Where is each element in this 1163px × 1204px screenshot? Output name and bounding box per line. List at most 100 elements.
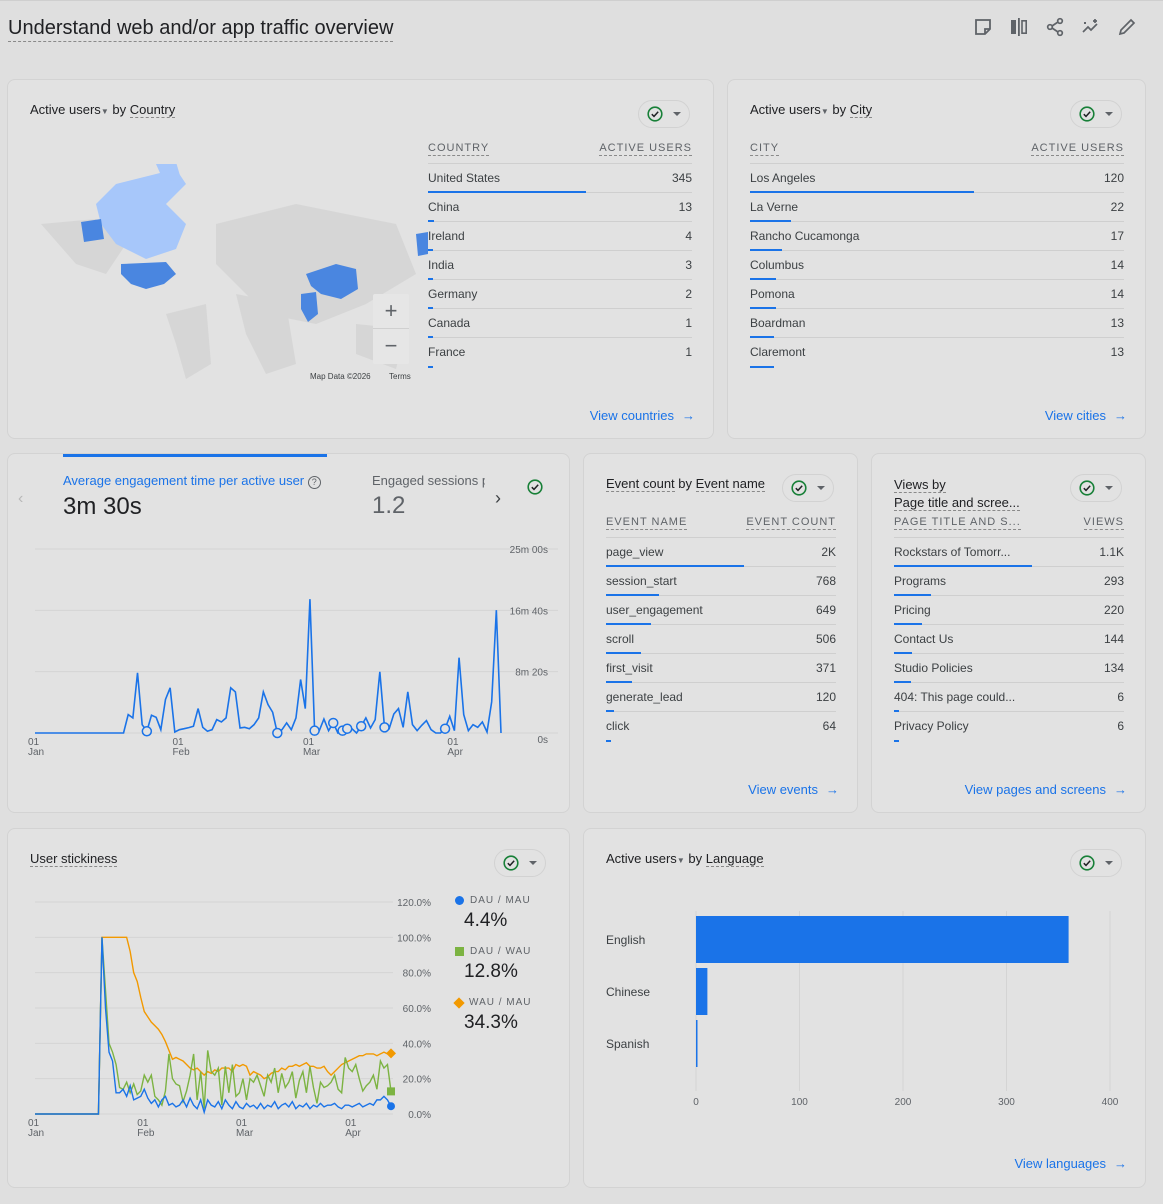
dimension-label[interactable]: Language — [705, 851, 764, 867]
column-header[interactable]: CITY — [750, 142, 780, 156]
dimension-label[interactable]: Page title and scree... — [894, 495, 1020, 511]
table-row[interactable]: France 1 — [428, 338, 692, 368]
zoom-out-button[interactable]: − — [384, 333, 398, 358]
x-tick-label: 0 — [693, 1097, 699, 1108]
table-row[interactable]: 404: This page could... 6 — [894, 683, 1124, 712]
legend-item[interactable]: DAU / WAU 12.8% — [455, 946, 532, 983]
dimension-label[interactable]: Event name — [695, 476, 766, 492]
row-value: 17 — [1110, 229, 1124, 243]
compare-dropdown[interactable] — [494, 849, 546, 877]
table-row[interactable]: session_start 768 — [606, 567, 836, 596]
table-row[interactable]: user_engagement 649 — [606, 596, 836, 625]
metric-selector[interactable]: Active users — [606, 851, 677, 866]
column-header[interactable]: ACTIVE USERS — [1031, 142, 1124, 156]
dropdown-caret-icon[interactable]: ▼ — [820, 107, 829, 116]
table-row[interactable]: La Verne 22 — [750, 193, 1124, 222]
compare-icon[interactable] — [1009, 17, 1029, 37]
compare-dropdown[interactable] — [638, 100, 690, 128]
language-chart: 0 100 200 300 400 English Chinese Spanish — [606, 911, 1119, 1108]
table-row[interactable]: Privacy Policy 6 — [894, 712, 1124, 742]
page-title[interactable]: Understand web and/or app traffic overvi… — [8, 17, 394, 42]
y-tick-label: 120.0% — [397, 898, 431, 909]
column-header[interactable]: VIEWS — [1083, 516, 1124, 530]
compare-dropdown[interactable] — [1070, 849, 1122, 877]
metric-selector[interactable]: Views by — [894, 477, 946, 493]
legend-item[interactable]: DAU / MAU 4.4% — [455, 895, 532, 932]
compare-dropdown[interactable] — [1070, 100, 1122, 128]
table-row[interactable]: India 3 — [428, 251, 692, 280]
check-circle-icon[interactable] — [527, 479, 543, 495]
table-row[interactable]: Rockstars of Tomorr... 1.1K — [894, 538, 1124, 567]
table-row[interactable]: Columbus 14 — [750, 251, 1124, 280]
column-header[interactable]: ACTIVE USERS — [599, 142, 692, 156]
note-icon[interactable] — [973, 17, 993, 37]
dropdown-caret-icon[interactable]: ▼ — [676, 856, 685, 865]
table-row[interactable]: Contact Us 144 — [894, 625, 1124, 654]
event-table: EVENT NAME EVENT COUNT page_view 2K session_… — [606, 516, 836, 742]
column-header[interactable]: EVENT NAME — [606, 516, 688, 530]
map-terms-link[interactable]: Terms — [389, 372, 411, 381]
tab-engaged-sessions[interactable]: Engaged sessions p 1.2 — [372, 473, 485, 520]
view-events-link[interactable]: View events → — [748, 782, 839, 797]
table-row[interactable]: China 13 — [428, 193, 692, 222]
table-row[interactable]: page_view 2K — [606, 538, 836, 567]
table-row[interactable]: Studio Policies 134 — [894, 654, 1124, 683]
x-tick-label: 01 — [28, 1118, 40, 1129]
table-header: COUNTRY ACTIVE USERS — [428, 142, 692, 164]
table-row[interactable]: generate_lead 120 — [606, 683, 836, 712]
stickiness-card: User stickiness 0.0% 20.0% 40.0% 60.0% 80.0%… — [7, 828, 570, 1188]
column-header[interactable]: COUNTRY — [428, 142, 490, 156]
x-tick-label: 300 — [998, 1097, 1015, 1108]
metric-selector[interactable]: Active users — [30, 102, 101, 117]
tab-avg-engagement[interactable]: Average engagement time per active user … — [63, 473, 321, 521]
dimension-label[interactable]: City — [849, 102, 873, 118]
view-countries-link[interactable]: View countries → — [590, 408, 695, 423]
table-row[interactable]: Programs 293 — [894, 567, 1124, 596]
row-bar — [606, 652, 641, 654]
chevron-right-icon[interactable]: › — [495, 488, 501, 508]
view-languages-link[interactable]: View languages → — [1014, 1156, 1127, 1171]
table-row[interactable]: Los Angeles 120 — [750, 164, 1124, 193]
compare-dropdown[interactable] — [1070, 474, 1122, 502]
table-row[interactable]: Pomona 14 — [750, 280, 1124, 309]
card-title-text[interactable]: User stickiness — [30, 851, 118, 867]
chevron-down-icon — [817, 486, 825, 490]
chevron-left-icon[interactable]: ‹ — [18, 490, 24, 507]
share-icon[interactable] — [1045, 17, 1065, 37]
metric-selector[interactable]: Active users — [750, 102, 821, 117]
column-header[interactable]: PAGE TITLE AND S... — [894, 516, 1021, 530]
table-row[interactable]: Rancho Cucamonga 17 — [750, 222, 1124, 251]
legend-circle-icon — [455, 896, 464, 905]
edit-icon[interactable] — [1117, 17, 1137, 37]
column-header[interactable]: EVENT COUNT — [746, 516, 836, 530]
legend-item[interactable]: WAU / MAU 34.3% — [453, 996, 532, 1034]
series-line — [35, 937, 392, 1115]
row-value: 14 — [1110, 258, 1124, 272]
insights-icon[interactable] — [1081, 17, 1101, 37]
legend-value: 4.4% — [464, 910, 508, 931]
row-value: 3 — [685, 258, 692, 272]
row-value: 134 — [1103, 661, 1124, 675]
table-row[interactable]: Canada 1 — [428, 309, 692, 338]
row-value: 649 — [815, 603, 836, 617]
table-row[interactable]: United States 345 — [428, 164, 692, 193]
compare-dropdown[interactable] — [782, 474, 834, 502]
table-row[interactable]: Ireland 4 — [428, 222, 692, 251]
table-row[interactable]: click 64 — [606, 712, 836, 742]
view-pages-link[interactable]: View pages and screens → — [965, 782, 1127, 797]
dropdown-caret-icon[interactable]: ▼ — [100, 107, 109, 116]
help-icon[interactable]: ? — [307, 476, 321, 489]
dimension-label[interactable]: Country — [129, 102, 176, 118]
table-row[interactable]: first_visit 371 — [606, 654, 836, 683]
table-row[interactable]: scroll 506 — [606, 625, 836, 654]
table-row[interactable]: Boardman 13 — [750, 309, 1124, 338]
world-map[interactable] — [36, 164, 428, 384]
table-row[interactable]: Claremont 13 — [750, 338, 1124, 368]
x-tick-label: 01 — [447, 737, 459, 748]
view-cities-link[interactable]: View cities → — [1045, 408, 1127, 423]
table-row[interactable]: Pricing 220 — [894, 596, 1124, 625]
row-bar — [428, 336, 434, 338]
zoom-in-button[interactable]: + — [373, 294, 409, 329]
table-row[interactable]: Germany 2 — [428, 280, 692, 309]
metric-selector[interactable]: Event count — [606, 476, 675, 492]
